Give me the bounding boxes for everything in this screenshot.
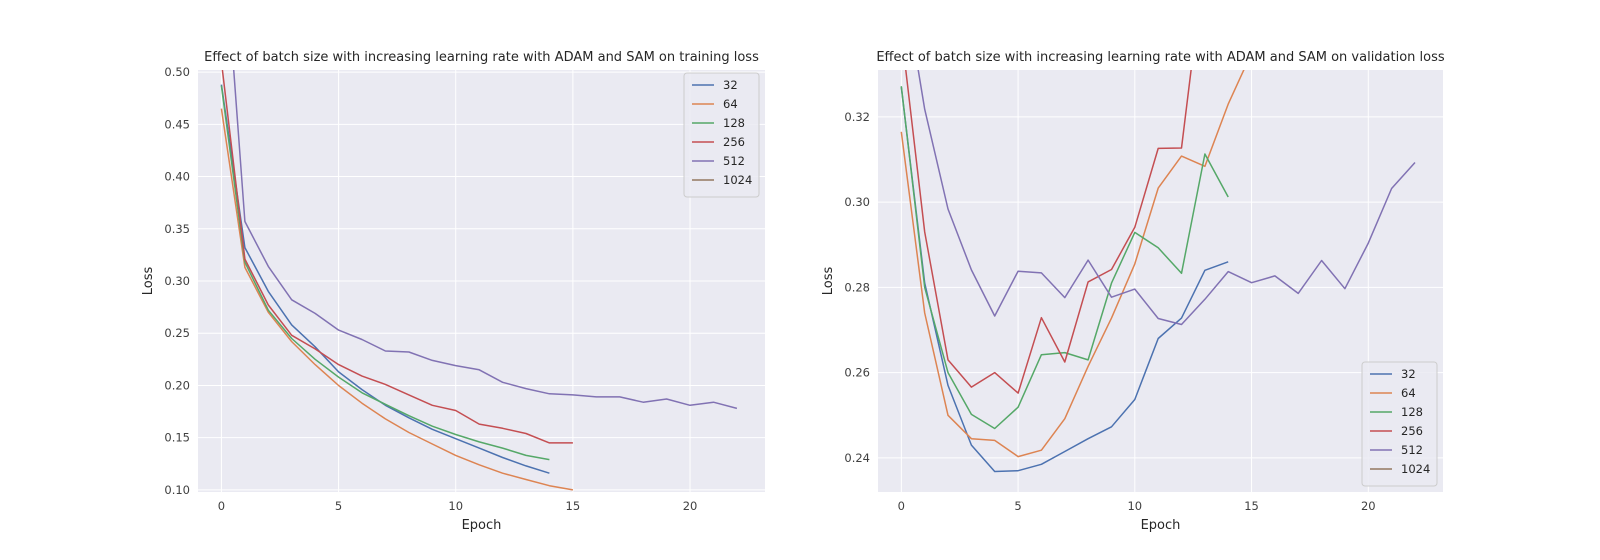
series-line-256 [905,70,1192,394]
x-tick-label: 5 [335,499,342,513]
y-tick-label: 0.20 [164,378,190,392]
legend: 32 64 128 256 512 1024 [683,72,760,198]
y-tick-label: 0.28 [844,280,870,294]
x-tick-label: 10 [448,499,463,513]
legend-label-128: 128 [1401,405,1423,419]
legend-label-256: 256 [723,135,745,149]
x-tick-label: 10 [1127,499,1142,513]
series-line-32 [900,87,1229,473]
plot-area [878,70,1443,492]
legend-label-32: 32 [1401,367,1416,381]
x-tick-label: 15 [1244,499,1259,513]
series-group [220,70,738,491]
y-axis-label: Loss [821,267,836,296]
legend-label-32: 32 [723,78,738,92]
y-tick-label: 0.50 [164,65,190,79]
y-tick-label: 0.10 [164,483,190,497]
series-line-128 [900,86,1229,430]
legend-label-64: 64 [1401,386,1416,400]
chart-title: Effect of batch size with increasing lea… [876,50,1445,65]
legend-label-1024: 1024 [723,173,752,187]
y-tick-label: 0.24 [844,451,870,465]
y-tick-label: 0.26 [844,366,870,380]
x-tick-label: 5 [1014,499,1021,513]
legend: 32 64 128 256 512 1024 [1361,361,1438,487]
chart-1: 0 5 10 15 20 0.10 0.15 0.20 0.25 0.30 0.35 0.40 0.45… [141,50,765,533]
y-tick-label: 0.32 [844,110,870,124]
x-axis-label: Epoch [462,518,502,533]
series-line-32 [220,84,550,474]
x-tick-label: 0 [898,499,905,513]
y-tick-label: 0.45 [164,117,190,131]
x-tick-label: 20 [683,499,698,513]
y-tick-label: 0.35 [164,222,190,236]
series-line-512 [232,70,738,410]
legend-label-1024: 1024 [1401,462,1430,476]
legend-label-512: 512 [723,154,745,168]
series-line-512 [917,70,1416,326]
y-axis-label: Loss [141,267,156,296]
series-line-64 [900,70,1245,458]
x-tick-label: 0 [218,499,225,513]
y-tick-label: 0.25 [164,326,190,340]
chart-2: 0 5 10 15 20 0.24 0.26 0.28 0.30 0.32 Effect of ba… [821,50,1445,533]
legend-label-64: 64 [723,97,738,111]
series-line-128 [220,85,550,461]
y-tick-label: 0.30 [844,195,870,209]
chart-title: Effect of batch size with increasing lea… [204,50,759,65]
series-line-256 [221,70,573,444]
series-group [900,70,1416,473]
legend-label-256: 256 [1401,424,1423,438]
y-tick-label: 0.40 [164,170,190,184]
x-tick-label: 20 [1361,499,1376,513]
x-tick-label: 15 [566,499,581,513]
y-tick-label: 0.15 [164,431,190,445]
series-line-64 [220,108,574,491]
legend-label-512: 512 [1401,443,1423,457]
legend-label-128: 128 [723,116,745,130]
x-axis-label: Epoch [1141,518,1181,533]
y-tick-label: 0.30 [164,274,190,288]
